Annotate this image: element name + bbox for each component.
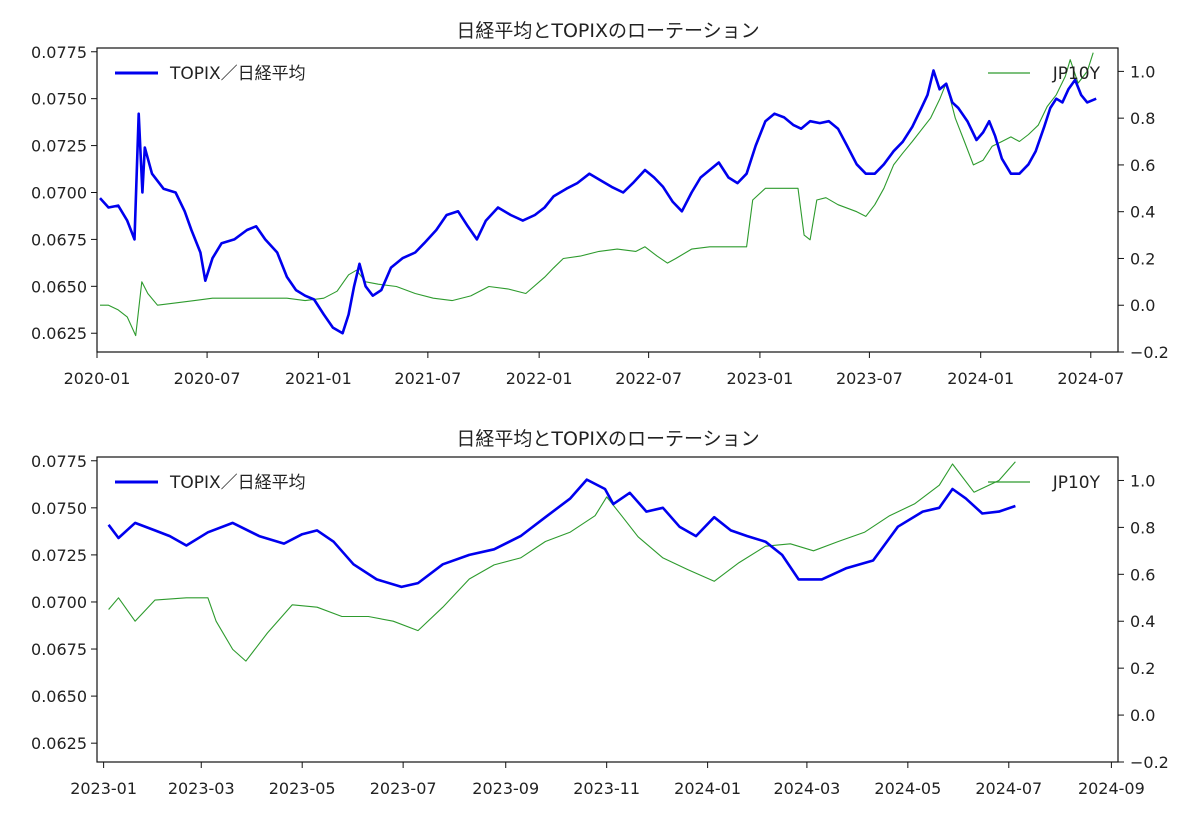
y-right-tick-label: 0.2: [1130, 249, 1155, 268]
y-right-tick-label: 1.0: [1130, 471, 1155, 490]
x-tick-label: 2023-07: [836, 369, 903, 388]
legend-right: JP10Y: [988, 64, 1101, 84]
y-right-tick-label: −0.2: [1130, 343, 1169, 362]
x-tick-label: 2024-07: [975, 779, 1042, 798]
x-tick-label: 2022-07: [615, 369, 682, 388]
y-left-tick-label: 0.0625: [31, 324, 87, 343]
series-line-topix-nikkei-ratio: [107, 478, 1016, 589]
axes-layer: 0.0625 0.0650 0.0675 0.0700 0.0725 0.0750 0.07…: [31, 452, 1169, 798]
legend-label-jp10y: JP10Y: [1052, 473, 1101, 493]
chart-title: 日経平均とTOPIXのローテーション: [456, 20, 759, 42]
y-left-tick-label: 0.0775: [31, 43, 87, 62]
x-tick-label: 2023-11: [573, 779, 640, 798]
x-tick-label: 2023-07: [370, 779, 437, 798]
y-right-tick-label: 0.8: [1130, 518, 1155, 537]
x-tick-label: 2023-01: [726, 369, 793, 388]
y-left-tick-label: 0.0750: [31, 90, 87, 109]
x-tick-label: 2024-09: [1078, 779, 1145, 798]
series-line-jp10y: [108, 461, 1016, 662]
legend-label-ratio: TOPIX／日経平均: [169, 64, 306, 84]
legend-label-jp10y: JP10Y: [1052, 64, 1101, 84]
x-tick-label: 2024-03: [773, 779, 840, 798]
x-tick-label: 2024-01: [947, 369, 1014, 388]
y-left-tick-label: 0.0650: [31, 277, 87, 296]
y-left-tick-label: 0.0775: [31, 452, 87, 471]
plot-area-frame: [96, 47, 1119, 353]
y-left-tick-label: 0.0700: [31, 183, 87, 202]
y-right-tick-label: 1.0: [1130, 62, 1155, 81]
axes-layer: 0.0625 0.0650 0.0675 0.0700 0.0725 0.0750 0.07…: [31, 43, 1169, 388]
x-tick-label: 2020-07: [174, 369, 241, 388]
x-tick-label: 2023-05: [269, 779, 336, 798]
chart-panel-full-range: 日経平均とTOPIXのローテーション 0.06250.06500.06750.0…: [31, 20, 1169, 388]
y-right-tick-label: −0.2: [1130, 753, 1169, 772]
series-layer: [99, 52, 1097, 337]
y-right-tick-label: 0.0: [1130, 296, 1155, 315]
y-left-tick-label: 0.0675: [31, 230, 87, 249]
legend-label-ratio: TOPIX／日経平均: [169, 473, 306, 493]
y-left-tick-label: 0.0725: [31, 137, 87, 156]
chart-title: 日経平均とTOPIXのローテーション: [456, 428, 759, 450]
y-right-tick-label: 0.6: [1130, 565, 1155, 584]
x-tick-label: 2023-09: [472, 779, 539, 798]
x-tick-label: 2023-01: [70, 779, 137, 798]
y-right-tick-label: 0.4: [1130, 612, 1155, 631]
y-right-tick-label: 0.8: [1130, 109, 1155, 128]
x-tick-label: 2024-05: [874, 779, 941, 798]
legend-left: TOPIX／日経平均: [115, 64, 306, 84]
x-tick-label: 2024-07: [1057, 369, 1124, 388]
y-left-tick-label: 0.0675: [31, 640, 87, 659]
x-tick-label: 2021-07: [394, 369, 461, 388]
x-tick-label: 2023-03: [168, 779, 235, 798]
y-left-tick-label: 0.0725: [31, 546, 87, 565]
y-right-tick-label: 0.4: [1130, 203, 1155, 222]
x-tick-label: 2021-01: [285, 369, 352, 388]
legend-left: TOPIX／日経平均: [115, 473, 306, 493]
x-tick-label: 2022-01: [506, 369, 573, 388]
x-tick-label: 2020-01: [64, 369, 131, 388]
chart-panel-recent-range: 日経平均とTOPIXのローテーション 0.06250.06500.06750.0…: [31, 428, 1169, 798]
series-line-topix-nikkei-ratio: [99, 69, 1097, 335]
y-left-tick-label: 0.0700: [31, 593, 87, 612]
y-left-tick-label: 0.0625: [31, 734, 87, 753]
plot-area-frame: [96, 456, 1119, 763]
y-right-tick-label: 0.6: [1130, 156, 1155, 175]
y-right-tick-label: 0.2: [1130, 659, 1155, 678]
x-tick-label: 2024-01: [674, 779, 741, 798]
legend-right: JP10Y: [988, 473, 1101, 493]
series-line-jp10y: [100, 52, 1094, 337]
series-layer: [107, 461, 1016, 662]
y-right-tick-label: 0.0: [1130, 706, 1155, 725]
y-left-tick-label: 0.0750: [31, 499, 87, 518]
y-left-tick-label: 0.0650: [31, 687, 87, 706]
